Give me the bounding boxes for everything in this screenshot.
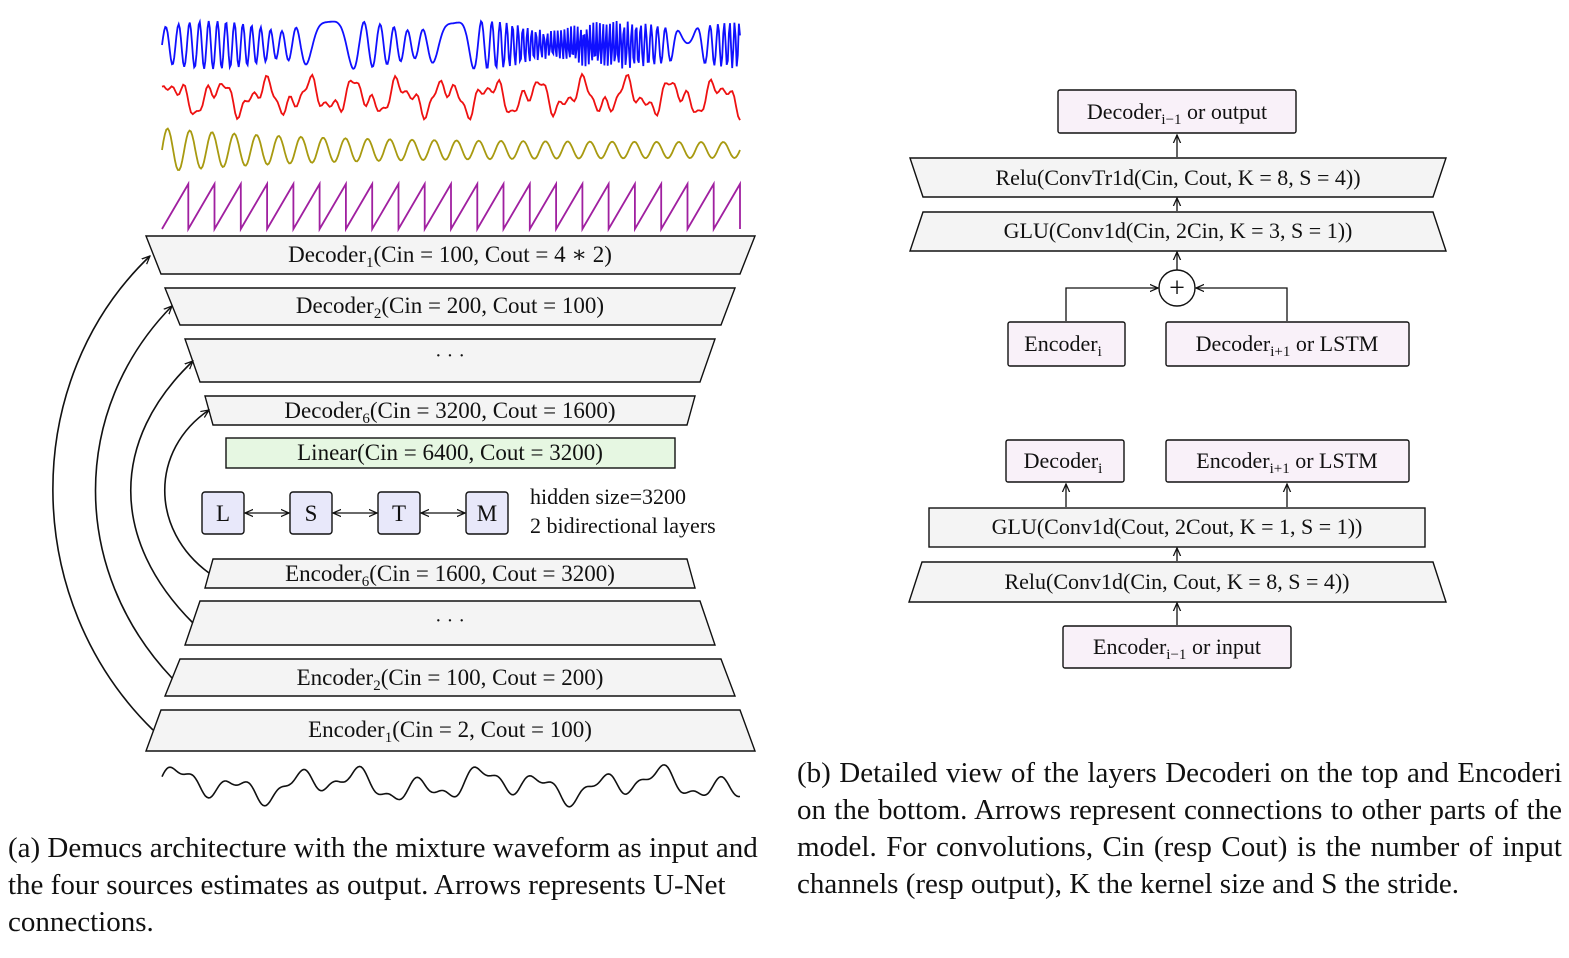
decoder-1-layer: Decoder1(Cin = 100, Cout = 4 ∗ 2) bbox=[144, 235, 757, 275]
decoder-next-input-box: Decoderi+1 or LSTM bbox=[1196, 331, 1379, 360]
encoder-stack: Encoder6(Cin = 1600, Cout = 3200) · · · … bbox=[144, 558, 757, 752]
svg-text:· · ·: · · · bbox=[435, 345, 465, 367]
skip-connection-2 bbox=[94, 306, 173, 679]
other-waveform bbox=[161, 180, 741, 233]
caption-panel-b: (b) Detailed view of the layers Decoderi… bbox=[797, 757, 1562, 900]
skip-connection-6 bbox=[164, 410, 209, 574]
encoder-detail-arrows bbox=[1066, 484, 1287, 625]
relu-convtr1d-layer: Relu(ConvTr1d(Cin, Cout, K = 8, S = 4)) bbox=[995, 165, 1360, 190]
mixture-waveform bbox=[161, 764, 741, 808]
lstm-cell-l: L bbox=[216, 501, 230, 526]
skip-connection-1 bbox=[52, 256, 154, 731]
relu-conv1d-layer: Relu(Conv1d(Cin, Cout, K = 8, S = 4)) bbox=[1004, 569, 1349, 594]
lstm-layers-note: 2 bidirectional layers bbox=[530, 513, 716, 538]
lstm-hidden-size-note: hidden size=3200 bbox=[530, 484, 686, 509]
skip-connection-3 bbox=[130, 361, 193, 624]
decoder-2-layer: Decoder2(Cin = 200, Cout = 100) bbox=[163, 287, 737, 326]
svg-text:Encoder1(Cin = 2, Cout = 100): Encoder1(Cin = 2, Cout = 100) bbox=[308, 717, 592, 746]
glu-conv1d-decoder-layer: GLU(Conv1d(Cin, 2Cin, K = 3, S = 1)) bbox=[1004, 218, 1353, 243]
lstm-cell-s: S bbox=[305, 501, 318, 526]
svg-text:Decoder2(Cin = 200, Cout = 100: Decoder2(Cin = 200, Cout = 100) bbox=[296, 293, 604, 322]
decoder-i-output-box: Decoderi bbox=[1024, 448, 1103, 477]
unet-skip-connections bbox=[52, 256, 209, 731]
lstm-block: L S T M hidden size=3200 2 bidirectional… bbox=[201, 484, 716, 538]
svg-text:Encoder2(Cin = 100, Cout = 200: Encoder2(Cin = 100, Cout = 200) bbox=[297, 665, 604, 694]
svg-text:Linear(Cin = 6400, Cout = 3200: Linear(Cin = 6400, Cout = 3200) bbox=[297, 440, 603, 465]
bass-waveform bbox=[161, 127, 741, 171]
lstm-cell-m: M bbox=[477, 501, 497, 526]
decoder-ellipsis-layer: · · · bbox=[184, 338, 716, 383]
decoder-detail-arrows bbox=[1065, 135, 1288, 321]
encoder-1-layer: Encoder1(Cin = 2, Cout = 100) bbox=[144, 709, 757, 752]
encoder-2-layer: Encoder2(Cin = 100, Cout = 200) bbox=[163, 658, 737, 697]
vocals-waveform bbox=[161, 18, 741, 71]
svg-text:· · ·: · · · bbox=[435, 610, 465, 632]
svg-text:Decoder6(Cin = 3200, Cout = 16: Decoder6(Cin = 3200, Cout = 1600) bbox=[284, 398, 615, 427]
encoder-i-input-box: Encoderi bbox=[1024, 331, 1101, 360]
lstm-cell-t: T bbox=[392, 501, 406, 526]
caption-panel-a: (a) Demucs architecture with the mixture… bbox=[8, 832, 758, 938]
decoder-6-layer: Decoder6(Cin = 3200, Cout = 1600) bbox=[204, 395, 696, 427]
encoder-detail: Decoderi Encoderi+1 or LSTM GLU(Conv1d(C… bbox=[908, 439, 1447, 669]
decoder-detail: Decoderi−1 or output Relu(ConvTr1d(Cin, … bbox=[909, 89, 1447, 367]
glu-conv1d-encoder-layer: GLU(Conv1d(Cout, 2Cout, K = 1, S = 1)) bbox=[992, 514, 1363, 539]
output-waveforms bbox=[161, 18, 741, 233]
svg-text:Decoder1(Cin = 100, Cout = 4 ∗: Decoder1(Cin = 100, Cout = 4 ∗ 2) bbox=[288, 242, 612, 271]
linear-layer: Linear(Cin = 6400, Cout = 3200) bbox=[225, 437, 676, 469]
encoder-6-layer: Encoder6(Cin = 1600, Cout = 3200) bbox=[204, 558, 696, 590]
encoder-ellipsis-layer: · · · bbox=[184, 600, 716, 646]
svg-text:Encoder6(Cin = 1600, Cout = 32: Encoder6(Cin = 1600, Cout = 3200) bbox=[285, 561, 615, 590]
sum-symbol: + bbox=[1169, 273, 1185, 304]
drums-waveform bbox=[161, 72, 741, 121]
decoder-stack: Decoder1(Cin = 100, Cout = 4 ∗ 2) Decode… bbox=[144, 235, 757, 427]
